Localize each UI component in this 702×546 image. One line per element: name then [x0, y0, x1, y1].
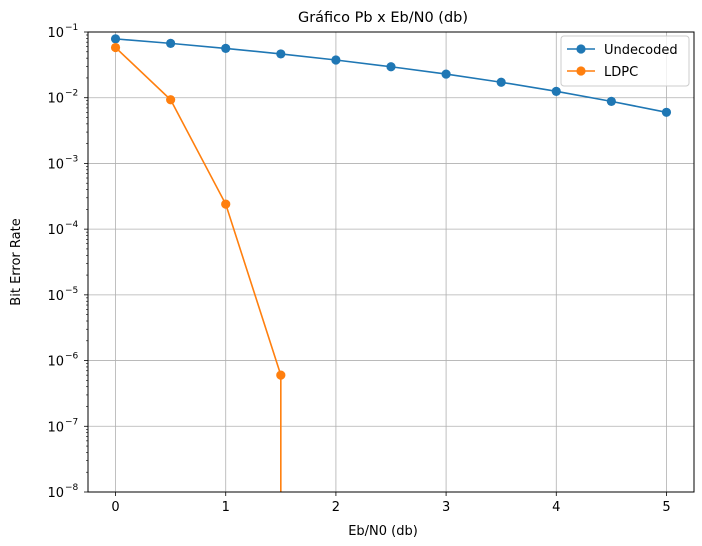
y-tick-label: 10 — [47, 157, 64, 172]
series-point-undecoded — [386, 62, 396, 72]
y-tick-exponent: −4 — [65, 220, 79, 230]
series-point-undecoded — [276, 49, 286, 59]
legend-marker-undecoded — [576, 44, 586, 54]
legend-entries: Undecoded LDPC — [567, 43, 678, 80]
y-tick-label: 10 — [47, 92, 64, 107]
legend-marker-ldpc — [576, 66, 586, 76]
series-point-undecoded — [606, 96, 616, 106]
x-tick-label: 4 — [552, 500, 560, 515]
y-tick-label: 10 — [47, 420, 64, 435]
y-tick-exponent: −6 — [65, 352, 79, 362]
chart-title: Gráfico Pb x Eb/N0 (db) — [298, 10, 468, 26]
x-tick-label: 3 — [442, 500, 450, 515]
series-point-undecoded — [331, 55, 341, 65]
y-tick-label: 10 — [47, 486, 64, 501]
series-point-ldpc — [166, 95, 176, 105]
series-point-undecoded — [661, 107, 672, 117]
y-tick-exponent: −7 — [65, 417, 78, 427]
y-tick-label: 10 — [47, 26, 64, 41]
series-point-undecoded — [441, 69, 451, 79]
y-tick-exponent: −8 — [65, 483, 79, 493]
y-tick-exponent: −2 — [65, 89, 78, 99]
x-tick-label: 5 — [662, 500, 670, 515]
series-layer — [110, 34, 672, 492]
legend: Undecoded LDPC — [560, 35, 690, 87]
series-point-undecoded — [496, 77, 506, 87]
y-tick-label: 10 — [47, 223, 64, 238]
x-axis-label: Eb/N0 (db) — [348, 524, 418, 539]
axis-layer: 0 1 2 3 4 510−110−210−310−410−510−610−710−8 — [47, 23, 670, 515]
series-point-ldpc — [276, 370, 286, 380]
y-tick-exponent: −1 — [65, 23, 78, 33]
series-point-undecoded — [221, 43, 231, 53]
x-tick-label: 1 — [222, 500, 230, 515]
legend-label-ldpc: LDPC — [604, 65, 638, 80]
x-tick-label: 2 — [332, 500, 340, 515]
series-point-ldpc — [221, 199, 231, 209]
series-point-ldpc — [110, 42, 121, 53]
y-tick-label: 10 — [47, 355, 64, 370]
series-point-undecoded — [110, 34, 121, 44]
series-point-undecoded — [551, 86, 561, 96]
y-axis-label: Bit Error Rate — [9, 218, 24, 305]
x-tick-label: 0 — [111, 500, 119, 515]
y-tick-exponent: −3 — [65, 154, 78, 164]
series-point-undecoded — [166, 38, 176, 48]
plot-frame — [87, 31, 695, 493]
y-tick-label: 10 — [47, 289, 64, 304]
y-tick-exponent: −5 — [65, 286, 78, 296]
legend-label-undecoded: Undecoded — [604, 43, 678, 58]
